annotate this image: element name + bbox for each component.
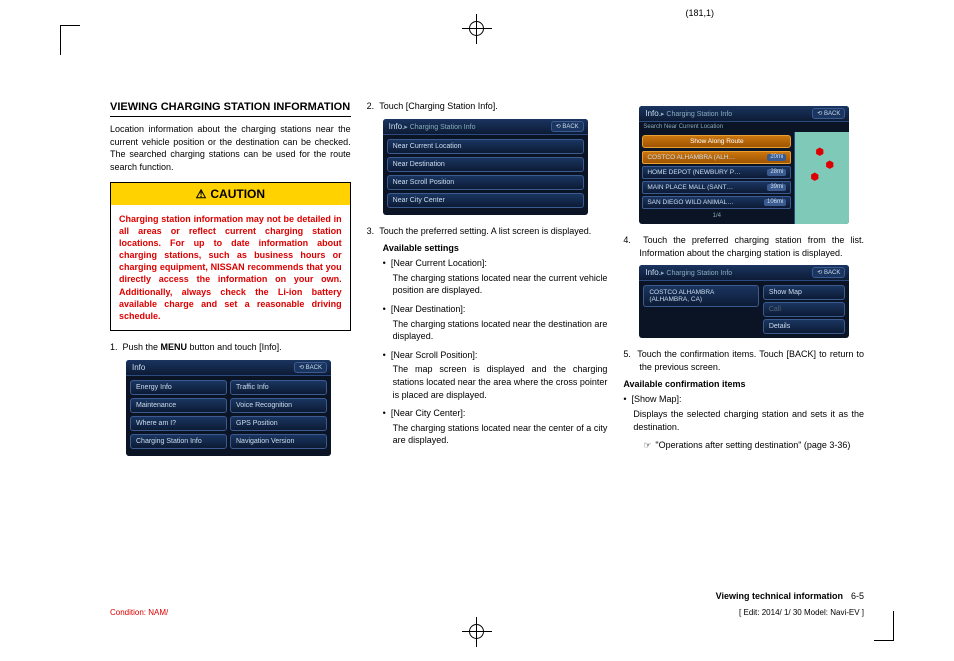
caution-title: CAUTION [111,183,350,205]
menu-button: GPS Position [230,416,327,431]
menu-button: Maintenance [130,398,227,413]
menu-button: Charging Station Info [130,434,227,449]
back-button: ⟲ BACK [294,362,327,373]
setting-bullet: • [Near Scroll Position]: [393,349,608,362]
station-list-row: HOME DEPOT (NEWBURY P…28mi [642,166,791,179]
step1-bold: MENU [161,342,188,352]
page-content: VIEWING CHARGING STATION INFORMATION Loc… [110,100,864,601]
setting-desc: The charging stations located near the c… [393,422,608,447]
edit-info: [ Edit: 2014/ 1/ 30 Model: Navi-EV ] [739,608,864,617]
page-coordinate: (181,1) [685,8,714,18]
show-along-route-button: Show Along Route [642,135,791,148]
station-list-row: SAN DIEGO WILD ANIMAL…106mi [642,196,791,209]
cross-reference: "Operations after setting destination" (… [643,439,864,452]
footer-section: Viewing technical information6-5 [716,591,864,601]
screen-header: Info.▸ Charging Station Info ⟲ BACK [639,106,849,122]
column-1: VIEWING CHARGING STATION INFORMATION Loc… [110,100,351,601]
setting-desc: The map screen is displayed and the char… [393,363,608,401]
crop-mark [60,25,80,55]
available-settings-heading: Available settings [383,243,608,253]
section-heading: VIEWING CHARGING STATION INFORMATION [110,100,351,117]
screen-title: Info. [389,122,405,131]
back-button: ⟲ BACK [812,108,845,119]
list-button: Near Current Location [387,139,584,154]
menu-button: Where am I? [130,416,227,431]
back-button: ⟲ BACK [812,267,845,278]
list-button: Near City Center [387,193,584,208]
condition-label: Condition: NAM/ [110,608,168,617]
caution-box: CAUTION Charging station information may… [110,182,351,331]
detail-button: Show Map [763,285,846,300]
menu-button: Energy Info [130,380,227,395]
step1-post: button and touch [Info]. [187,342,282,352]
column-2: 2. Touch [Charging Station Info]. Info.▸… [367,100,608,601]
list-button: Near Destination [387,157,584,172]
step-1: 1. Push the MENU button and touch [Info]… [110,341,351,354]
available-confirmation-heading: Available confirmation items [623,379,864,389]
screen-header: Info ⟲ BACK [126,360,331,376]
registration-mark [462,617,492,647]
map-panel: ⬢ ⬢ ⬢ [794,132,849,224]
page-indicator: 1/4 [642,211,791,221]
conf-bullet: • [Show Map]: [633,393,864,406]
screen-header: Info.▸ Charging Station Info ⟲ BACK [639,265,849,281]
setting-bullet: • [Near City Center]: [393,407,608,420]
step-4: 4. Touch the preferred charging station … [623,234,864,259]
detail-button: Details [763,319,846,334]
screen-station-list: Info.▸ Charging Station Info ⟲ BACK Sear… [639,106,849,224]
menu-button: Navigation Version [230,434,327,449]
map-pin-icon: ⬢ [825,160,834,171]
station-list-row: MAIN PLACE MALL (SANT…39mi [642,181,791,194]
screen-title: Info. [645,268,661,277]
screen-title: Info [132,363,145,372]
station-name: COSTCO ALHAMBRA (ALHAMBRA, CA) [643,285,759,307]
map-pin-icon: ⬢ [810,172,819,183]
menu-button: Traffic Info [230,380,327,395]
setting-bullet: • [Near Destination]: [393,303,608,316]
screen-info-menu: Info ⟲ BACK Energy InfoTraffic InfoMaint… [126,360,331,456]
detail-button: Call [763,302,846,317]
menu-button: Voice Recognition [230,398,327,413]
screen-station-detail: Info.▸ Charging Station Info ⟲ BACK COST… [639,265,849,338]
conf-desc: Displays the selected charging station a… [633,408,864,433]
caution-body: Charging station information may not be … [111,205,350,330]
crop-mark [874,611,894,641]
step-5: 5. Touch the confirmation items. Touch [… [623,348,864,373]
setting-desc: The charging stations located near the d… [393,318,608,343]
step1-pre: Push the [123,342,161,352]
step-2: 2. Touch [Charging Station Info]. [367,100,608,113]
screen-title: Info. [645,109,661,118]
column-3: Info.▸ Charging Station Info ⟲ BACK Sear… [623,100,864,601]
screen-charging-info: Info.▸ Charging Station Info ⟲ BACK Near… [383,119,588,215]
back-button: ⟲ BACK [551,121,584,132]
map-pin-icon: ⬢ [815,147,824,158]
intro-text: Location information about the charging … [110,123,351,173]
step-3: 3. Touch the preferred setting. A list s… [367,225,608,238]
list-button: Near Scroll Position [387,175,584,190]
setting-bullet: • [Near Current Location]: [393,257,608,270]
setting-desc: The charging stations located near the c… [393,272,608,297]
registration-mark [462,14,492,44]
screen-header: Info.▸ Charging Station Info ⟲ BACK [383,119,588,135]
search-label: Search Near Current Location [639,122,849,132]
station-list-row: COSTCO ALHAMBRA (ALH…20mi [642,151,791,164]
